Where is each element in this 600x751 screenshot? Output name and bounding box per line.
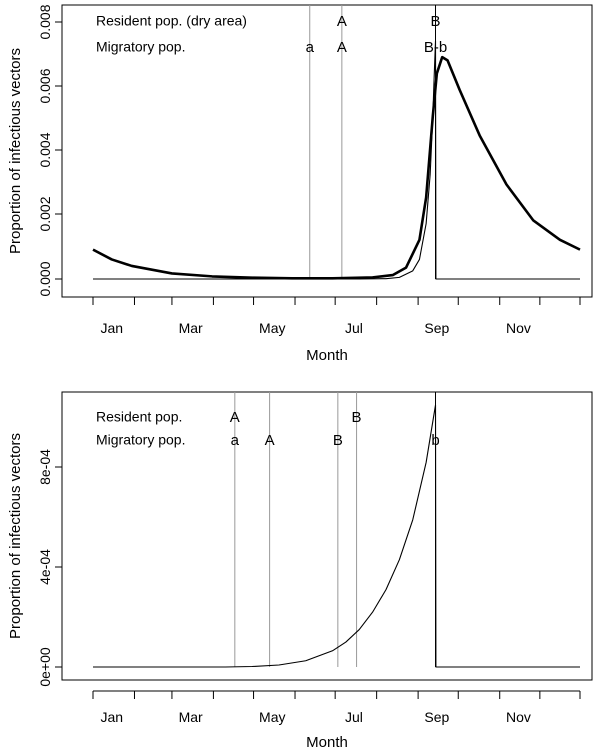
event-label: A bbox=[337, 13, 347, 30]
y-tick-label: 4e-04 bbox=[37, 549, 53, 585]
x-tick-label: Nov bbox=[506, 320, 531, 336]
legend-row: Resident pop. (dry area) bbox=[96, 13, 247, 29]
y-axis-label: Proportion of infectious vectors bbox=[7, 433, 24, 639]
event-label: a bbox=[231, 432, 240, 449]
y-tick-label: 0.006 bbox=[37, 68, 53, 103]
event-label: a bbox=[306, 39, 315, 56]
x-tick-label: Jan bbox=[100, 709, 123, 725]
x-tick-label: Jan bbox=[100, 320, 123, 336]
event-label: B bbox=[352, 409, 362, 426]
x-tick-label: Jul bbox=[345, 320, 363, 336]
event-label: B bbox=[430, 13, 440, 30]
x-tick-label: Nov bbox=[506, 709, 531, 725]
legend-row: Migratory pop. bbox=[96, 432, 185, 448]
event-label: A bbox=[230, 409, 240, 426]
y-tick-label: 0.004 bbox=[37, 132, 53, 167]
x-tick-label: May bbox=[259, 709, 285, 725]
series-line-resident bbox=[92, 55, 581, 280]
x-tick-label: May bbox=[259, 320, 285, 336]
x-tick-label: Jul bbox=[345, 709, 363, 725]
y-tick-label: 0.000 bbox=[37, 261, 53, 296]
x-axis-label: Month bbox=[306, 734, 348, 751]
y-tick-label: 0e+00 bbox=[37, 647, 53, 687]
legend-row: Resident pop. bbox=[96, 409, 182, 425]
y-tick-label: 8e-04 bbox=[37, 449, 53, 485]
x-tick-label: Mar bbox=[179, 709, 203, 725]
series-line-migratory bbox=[93, 40, 580, 280]
series-line-migratory bbox=[93, 404, 580, 668]
y-axis-label: Proportion of infectious vectors bbox=[7, 48, 24, 254]
x-tick-label: Mar bbox=[179, 320, 203, 336]
y-tick-label: 0.002 bbox=[37, 196, 53, 231]
event-label: B bbox=[333, 432, 343, 449]
x-axis-label: Month bbox=[306, 347, 348, 364]
event-label: A bbox=[337, 39, 347, 56]
x-tick-label: Sep bbox=[424, 709, 449, 725]
y-tick-label: 0.008 bbox=[37, 4, 53, 39]
x-tick-label: Sep bbox=[424, 320, 449, 336]
legend-row: Migratory pop. bbox=[96, 39, 185, 55]
event-label: A bbox=[265, 432, 275, 449]
